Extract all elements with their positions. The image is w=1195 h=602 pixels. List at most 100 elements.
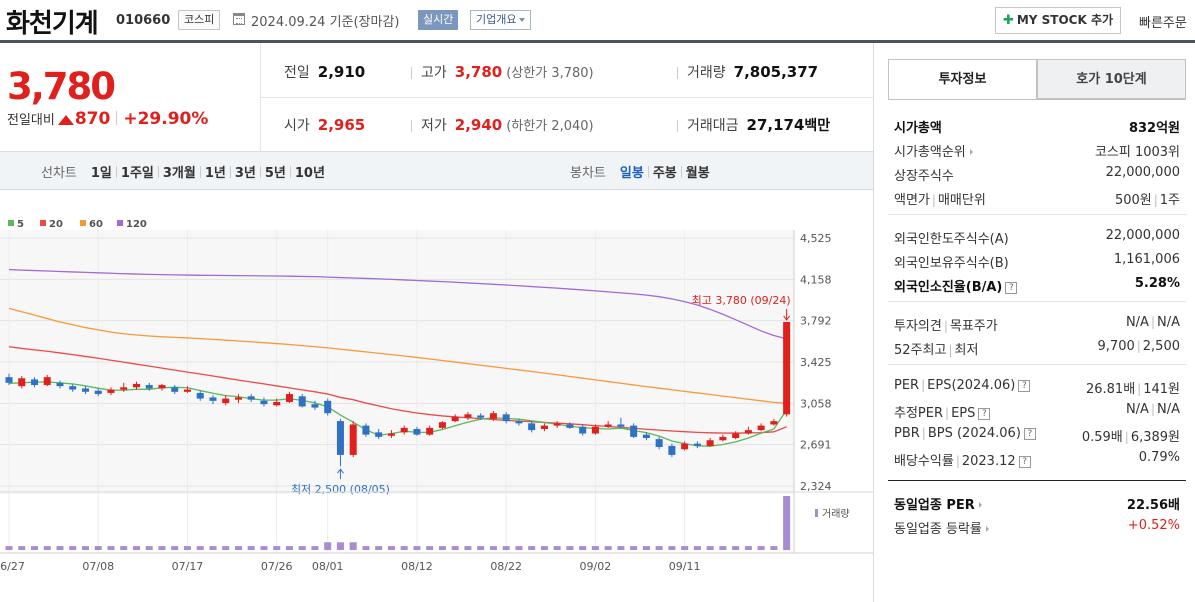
help-icon[interactable]: ? [1018,456,1031,468]
volume-bar [43,546,51,550]
candle-body [285,394,293,402]
candle-body [30,379,39,386]
candle-body [336,421,344,455]
volume-bar [744,546,752,550]
est-per-value: N/A [1125,402,1149,417]
x-tick-label: 07/08 [82,560,114,573]
tab-1y[interactable]: 1년 [204,166,226,181]
low-price: 저가 2,940 (하한가 2,040) [421,115,594,135]
candle-body [655,439,663,448]
volume-value: 7,805,377 [733,63,819,81]
candle-body [438,422,446,428]
trade-unit-label: 매매단위 [937,193,986,208]
volume-bar [260,546,268,550]
info-panel: 투자정보 호가 10단계 시가총액 832억원 시가총액순위 코스피 1003위 상… [873,43,1195,602]
volume-bar [273,546,281,550]
legend-swatch [117,220,123,226]
divider [199,166,201,178]
row-foreign-rate: 외국인소진율(B/A)? 5.28% [894,272,1180,296]
candle-body [5,377,13,383]
price-change: 전일대비 870 +29.90% [7,109,208,129]
volume-bar [642,546,650,550]
divider [260,43,261,152]
tab-daily[interactable]: 일봉 [619,166,644,181]
volume-bar [464,546,472,550]
par-value: 500원 [1114,193,1152,208]
change-value: 870 [74,109,111,129]
info-tabs: 투자정보 호가 10단계 [888,59,1186,99]
row-per: PER | EPS(2024.06)? 26.81배 | 141원 [894,378,1180,397]
volume-bar [120,546,128,550]
row-sector-per[interactable]: 동일업종 PER 22.56배 [894,490,1180,514]
calendar-icon [233,13,245,25]
prev-close-label: 전일 [284,65,310,81]
tab-weekly[interactable]: 주봉 [652,166,677,181]
legend-swatch [40,220,46,226]
candle-body [719,436,727,441]
row-market-cap: 시가총액 832억원 [894,113,1180,137]
tab-3m[interactable]: 3개월 [162,166,196,181]
volume-label: 거래량 [822,508,850,520]
volume-bar [502,546,510,550]
help-icon[interactable]: ? [1018,380,1031,392]
tab-monthly[interactable]: 월봉 [685,166,710,181]
tab-hoga-10[interactable]: 호가 10단계 [1037,59,1186,99]
est-per-label: 추정PER [894,406,944,421]
open-value: 2,965 [317,116,366,134]
realtime-button[interactable]: 실시간 [418,10,459,30]
foreign-limit-label: 외국인한도주식수(A) [894,232,1009,247]
candle-body [158,385,166,389]
volume: 거래량 7,805,377 [687,62,818,82]
row-market-cap-rank[interactable]: 시가총액순위 코스피 1003위 [894,137,1180,161]
tab-invest-info[interactable]: 투자정보 [888,59,1037,99]
tab-5y[interactable]: 5년 [264,166,286,181]
w52-high-label: 52주최고 [894,343,947,358]
help-icon[interactable]: ? [1005,282,1018,294]
volume-bar [298,546,306,550]
per-value: 26.81배 [1085,382,1136,397]
stock-code: 010660 [116,13,171,28]
period-tabs: 선차트 1일 1주일 3개월 1년 3년 5년 10년 봉차트 일봉 주봉 월봉 [0,152,873,190]
low-annotation: 최저 2,500 (08/05) [291,483,390,496]
volume-bar [617,546,625,550]
tab-10y[interactable]: 10년 [294,166,325,181]
volume-bar [311,546,319,550]
y-tick-label: 3,425 [800,356,832,369]
candle-body [744,430,752,434]
row-sector-rate[interactable]: 동일업종 등락률 +0.52% [894,514,1180,538]
candle-body [56,382,64,387]
volume-bar [145,546,153,550]
help-icon[interactable]: ? [978,408,991,420]
row-pbr: PBR | BPS (2024.06)? 0.59배 | 6,389원 [894,426,1180,445]
volume-bar [553,546,561,550]
row-dividend: 배당수익률 | 2023.12? 0.79% [894,450,1180,469]
quick-order-link[interactable]: 빠른주문 [1139,16,1187,31]
trade-unit-value: 1주 [1159,193,1180,208]
company-overview-dropdown[interactable]: 기업개요 [470,10,532,30]
tab-1d[interactable]: 1일 [90,166,112,181]
tab-1w[interactable]: 1주일 [120,166,154,181]
high-price: 고가 3,780 (상한가 3,780) [421,62,594,82]
help-icon[interactable]: ? [1023,428,1036,440]
line-chart-label: 선차트 [41,166,77,181]
eps-value: 141원 [1143,382,1180,397]
par-label: 액면가 [894,193,930,208]
my-stock-add-button[interactable]: ✚ MY STOCK 추가 [995,7,1121,34]
candle-body [69,386,77,390]
volume-bar [783,496,791,550]
divider [229,166,231,178]
x-tick-label: 07/17 [172,560,204,573]
candle-body [94,390,102,395]
volume-bar [681,546,689,550]
tab-3y[interactable]: 3년 [234,166,256,181]
volume-bar [285,546,293,550]
y-tick-label: 4,158 [800,273,832,286]
candle-body [324,400,332,414]
candle-body [770,421,778,425]
bps-label: BPS (2024.06) [927,426,1021,441]
volume-bar [171,546,179,550]
foreign-limit-value: 22,000,000 [1105,228,1180,243]
volume-bar [477,546,485,550]
arrow-right-icon [985,526,989,532]
est-eps-value: N/A [1157,402,1180,417]
